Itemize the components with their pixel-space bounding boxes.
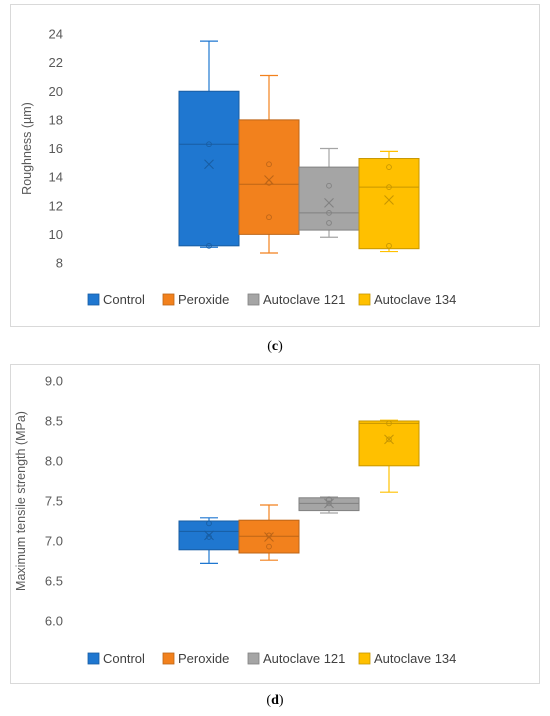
legend-label-autoclave-121: Autoclave 121: [263, 651, 345, 666]
legend-label-control: Control: [103, 651, 145, 666]
mean-marker-stroke: [264, 175, 274, 185]
legend-swatch-autoclave-121: [247, 652, 260, 665]
caption-c: (c): [267, 339, 283, 354]
y-tick-label: 9.0: [45, 374, 63, 389]
legend-label-peroxide: Peroxide: [178, 651, 229, 666]
data-point: [386, 184, 392, 190]
data-point: [326, 496, 332, 503]
mean-marker: [264, 532, 274, 542]
data-point: [326, 182, 332, 189]
y-tick-label: 6.0: [45, 614, 63, 629]
data-point: [326, 220, 332, 226]
mean-marker-stroke: [264, 532, 274, 542]
tensile-chart: Maximum tensile strength (MPa) 6.0 6.5 7.0 7…: [14, 374, 456, 667]
box-control: [178, 40, 240, 249]
data-point: [386, 436, 392, 443]
legend-swatch-autoclave-134: [358, 293, 371, 306]
mean-marker: [384, 434, 394, 445]
box-peroxide: [238, 74, 300, 254]
caption-d-label: d: [271, 693, 279, 708]
iqr-box: [298, 166, 360, 231]
mean-marker: [324, 197, 334, 208]
legend-label-control: Control: [103, 292, 145, 307]
y-tick-label: 7.0: [45, 534, 63, 549]
caption-d: (d): [266, 693, 284, 708]
iqr-box: [358, 158, 420, 250]
legend-label-autoclave-121: Autoclave 121: [263, 292, 345, 307]
mean-marker-stroke: [204, 530, 214, 541]
legend: Control Peroxide Autoclave 121 Autoclave 13…: [87, 651, 456, 666]
data-point: [266, 532, 272, 539]
y-tick-label: 8.0: [45, 454, 63, 469]
mean-marker: [264, 175, 274, 185]
y-tick-label: 6.5: [45, 574, 63, 589]
box-autoclave-134: [358, 150, 420, 253]
caption-c-label: c: [271, 339, 279, 354]
legend-label-autoclave-134: Autoclave 134: [374, 292, 456, 307]
y-tick-label: 7.5: [45, 494, 63, 509]
box-peroxide: [238, 504, 300, 561]
iqr-box: [358, 420, 420, 467]
y-tick-label: 22: [49, 55, 63, 70]
y-axis-label: Roughness (µm): [20, 102, 34, 195]
y-tick-label: 10: [49, 227, 63, 242]
mean-marker-stroke: [384, 434, 394, 445]
iqr-box: [238, 119, 300, 235]
y-tick-label: 14: [49, 170, 63, 185]
data-point: [266, 214, 272, 221]
y-tick-label: 12: [49, 198, 63, 213]
y-tick-label: 8.5: [45, 414, 63, 429]
legend-swatch-control: [87, 652, 100, 665]
legend-swatch-autoclave-134: [358, 652, 371, 665]
legend-label-peroxide: Peroxide: [178, 292, 229, 307]
mean-marker: [324, 498, 334, 509]
mean-marker: [384, 195, 394, 205]
mean-marker: [204, 159, 214, 170]
data-point: [206, 242, 212, 249]
data-point: [206, 141, 212, 148]
legend-label-autoclave-134: Autoclave 134: [374, 651, 456, 666]
data-point: [386, 420, 392, 427]
y-axis-label: Maximum tensile strength (MPa): [14, 411, 28, 591]
box-autoclave-121: [298, 147, 360, 238]
data-point: [266, 161, 272, 168]
mean-marker-stroke: [324, 197, 334, 208]
box-autoclave-134: [358, 419, 420, 493]
data-point: [326, 210, 332, 216]
mean-marker-stroke: [384, 195, 394, 205]
legend-swatch-peroxide: [162, 652, 175, 665]
roughness-chart-panel: Roughness (µm) 8 10 12 14 16 18 20 22 24 Control Pe…: [10, 4, 540, 327]
mean-marker-stroke: [204, 159, 214, 170]
data-point: [266, 543, 272, 550]
box-control: [178, 517, 240, 564]
mean-marker-stroke: [324, 498, 334, 509]
legend-swatch-peroxide: [162, 293, 175, 306]
y-tick-label: 18: [49, 112, 63, 127]
box-autoclave-121: [298, 496, 360, 514]
iqr-box: [298, 497, 360, 512]
data-point: [206, 520, 212, 527]
data-point: [386, 242, 392, 249]
y-tick-label: 16: [49, 141, 63, 156]
mean-marker: [204, 530, 214, 541]
y-tick-label: 8: [56, 256, 63, 271]
legend-swatch-control: [87, 293, 100, 306]
data-point: [386, 164, 392, 170]
iqr-box: [178, 90, 240, 247]
data-point: [326, 500, 332, 507]
roughness-chart: Roughness (µm) 8 10 12 14 16 18 20 22 24 Control Pe…: [20, 27, 456, 308]
y-tick-label: 24: [49, 27, 63, 42]
y-tick-label: 20: [49, 84, 63, 99]
legend-swatch-autoclave-121: [247, 293, 260, 306]
legend: Control Peroxide Autoclave 121 Autoclave 13…: [87, 292, 456, 307]
data-point: [206, 534, 212, 540]
tensile-chart-panel: Maximum tensile strength (MPa) 6.0 6.5 7.0 7…: [10, 364, 540, 684]
